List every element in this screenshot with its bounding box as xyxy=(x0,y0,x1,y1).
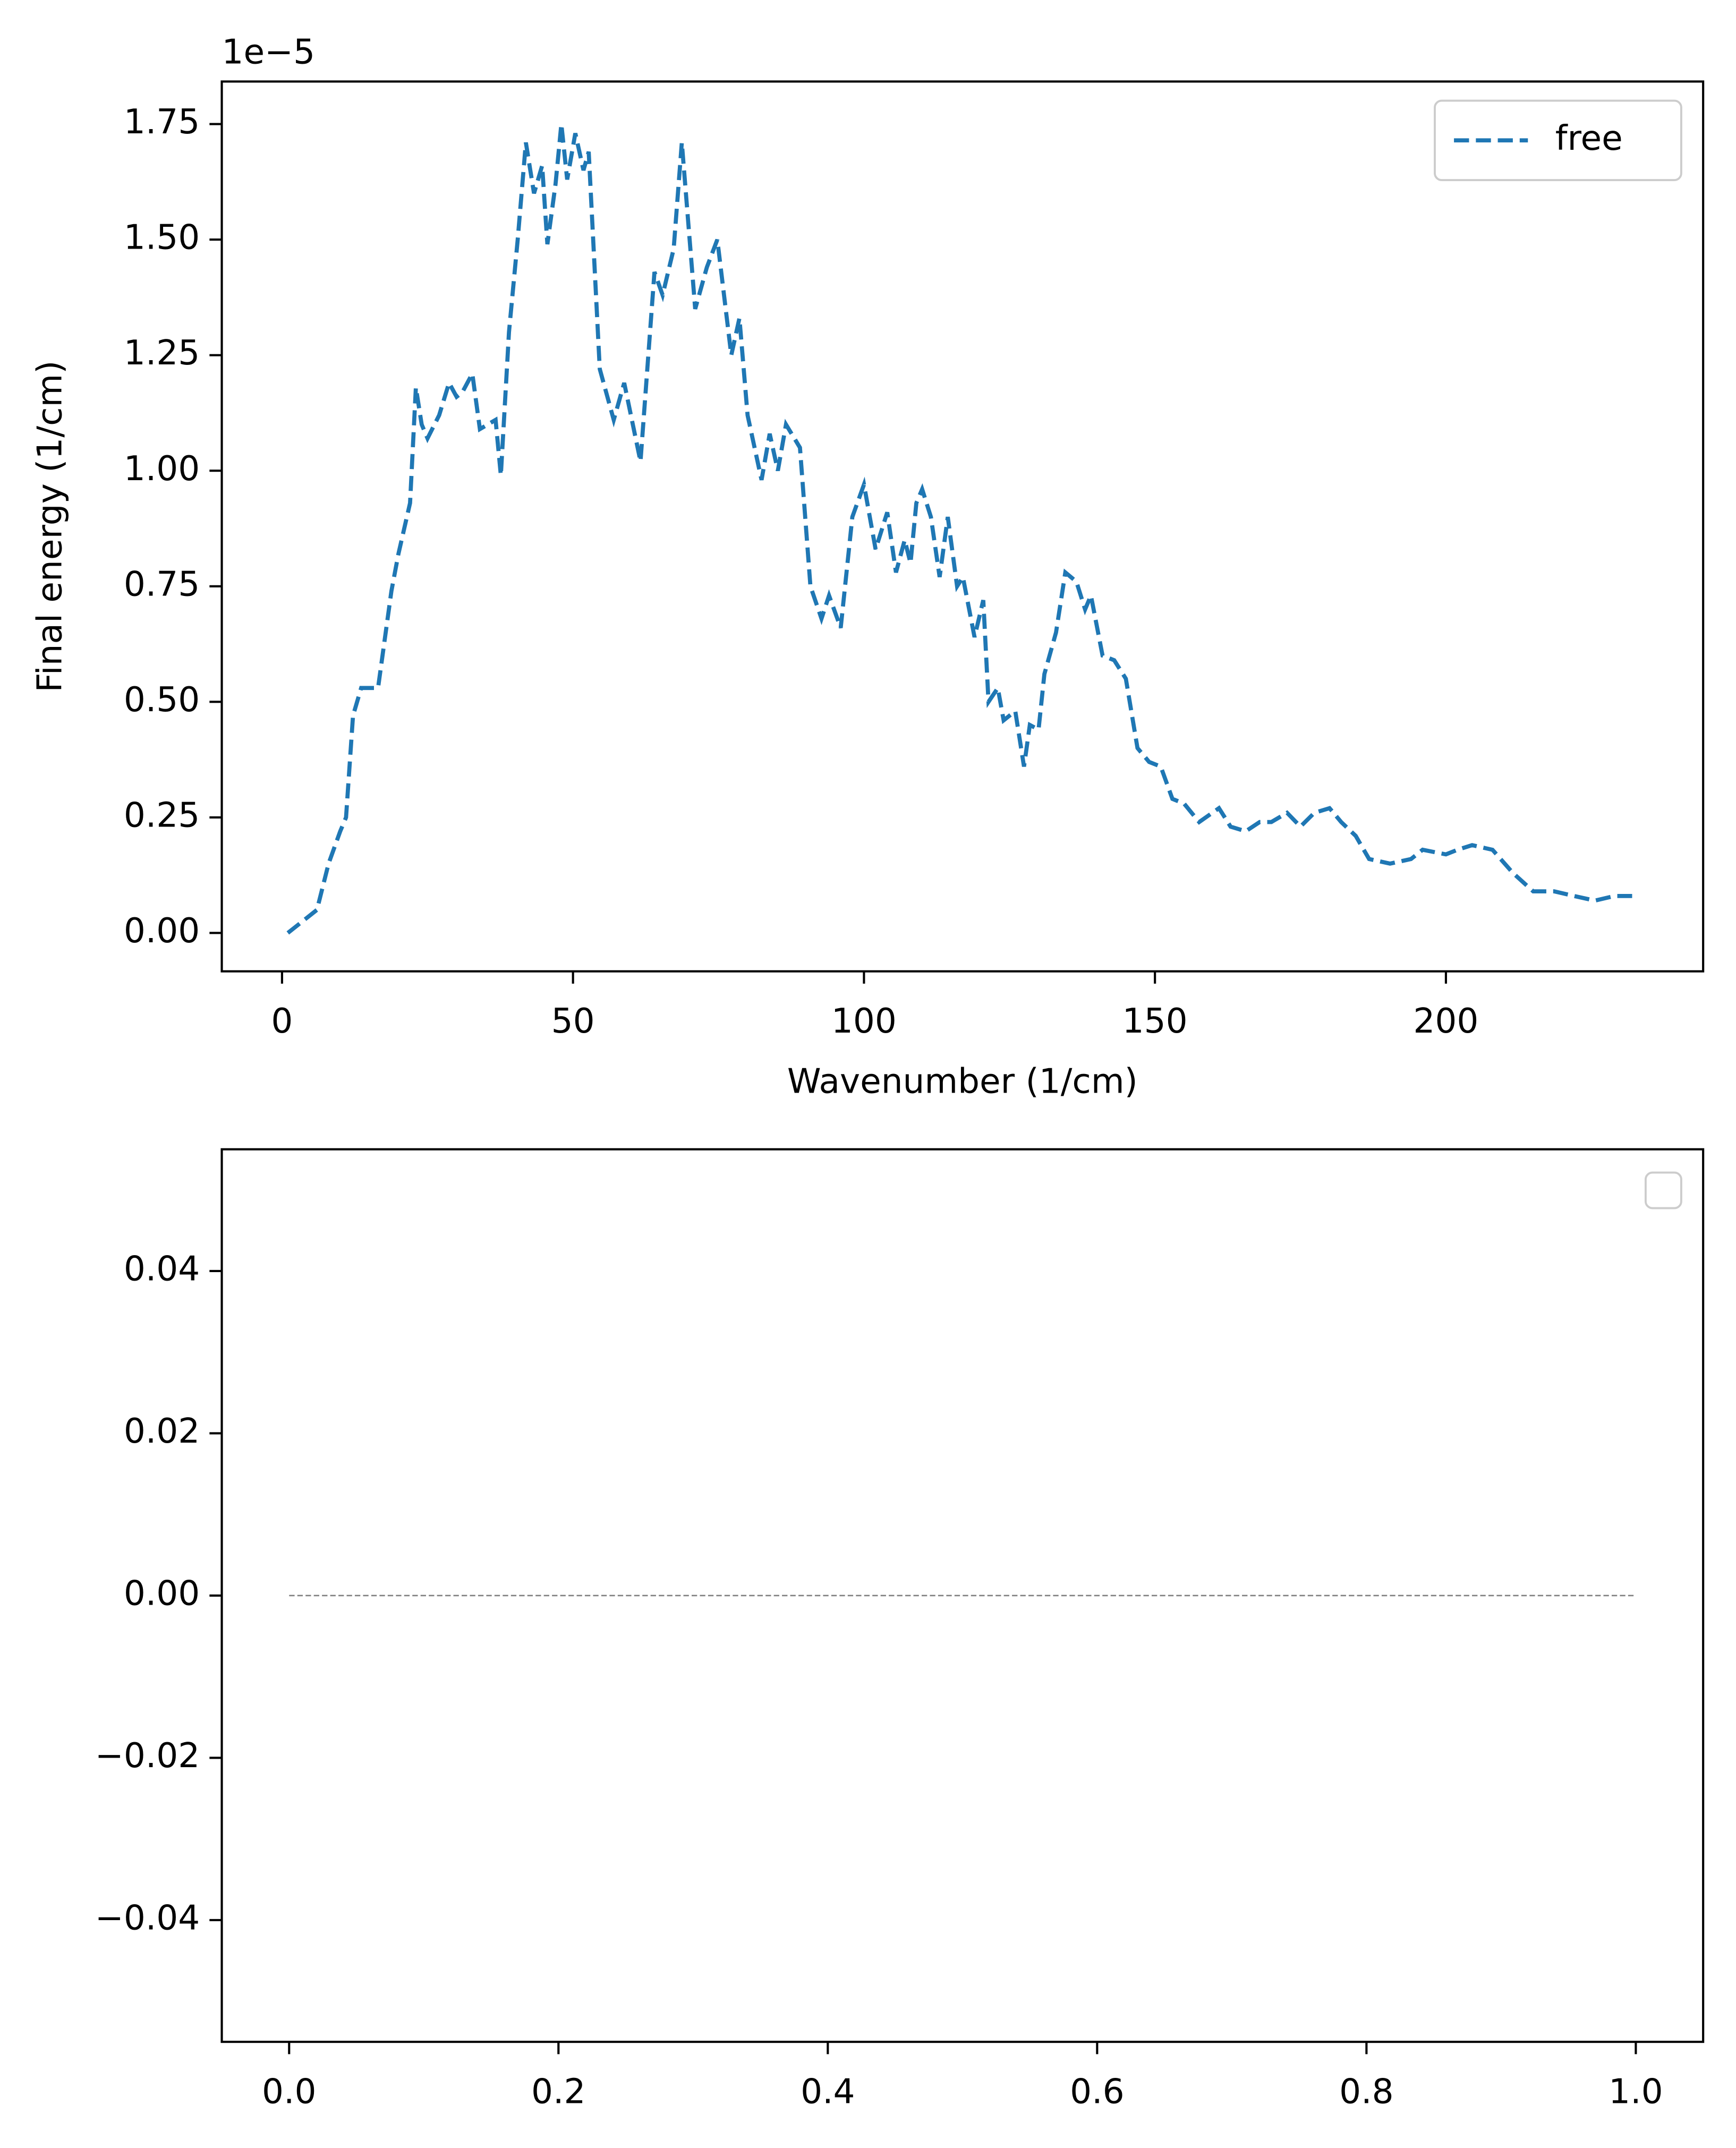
y-tick-label: 0.25 xyxy=(124,795,200,835)
y-axis-label: Final energy (1/cm) xyxy=(30,361,70,693)
axes-frame xyxy=(220,80,1705,973)
x-tick-label: 0 xyxy=(271,1001,293,1041)
x-tick-label: 0.6 xyxy=(1070,2072,1124,2112)
y-tick-label: 0.04 xyxy=(124,1249,200,1289)
x-axis-label: Wavenumber (1/cm) xyxy=(787,1062,1138,1102)
y-tick-label: 0.00 xyxy=(124,1574,200,1614)
x-tick-label: 150 xyxy=(1122,1001,1188,1041)
x-tick-label: 0.4 xyxy=(801,2072,855,2112)
y-tick-label: −0.02 xyxy=(95,1736,200,1776)
legend-box xyxy=(1434,99,1682,181)
y-tick-label: 0.75 xyxy=(124,564,200,604)
x-tick-label: 0.0 xyxy=(262,2072,316,2112)
x-tick-label: 50 xyxy=(551,1001,595,1041)
legend-label: free xyxy=(1555,118,1623,158)
y-tick-label: 1.25 xyxy=(124,333,200,373)
y-tick-label: 0.50 xyxy=(124,680,200,720)
data-line xyxy=(286,124,1632,935)
x-tick-label: 0.8 xyxy=(1339,2072,1393,2112)
legend-box xyxy=(1644,1171,1682,1209)
x-tick-label: 100 xyxy=(831,1001,897,1041)
y-tick-label: −0.04 xyxy=(95,1898,200,1938)
y-offset-text: 1e−5 xyxy=(222,32,316,72)
y-tick-label: 0.00 xyxy=(124,911,200,951)
x-tick-label: 0.2 xyxy=(531,2072,585,2112)
y-tick-label: 1.50 xyxy=(124,218,200,258)
y-tick-label: 1.75 xyxy=(124,102,200,142)
y-tick-label: 1.00 xyxy=(124,449,200,489)
x-tick-label: 200 xyxy=(1413,1001,1478,1041)
y-tick-label: 0.02 xyxy=(124,1411,200,1451)
x-tick-label: 1.0 xyxy=(1609,2072,1663,2112)
